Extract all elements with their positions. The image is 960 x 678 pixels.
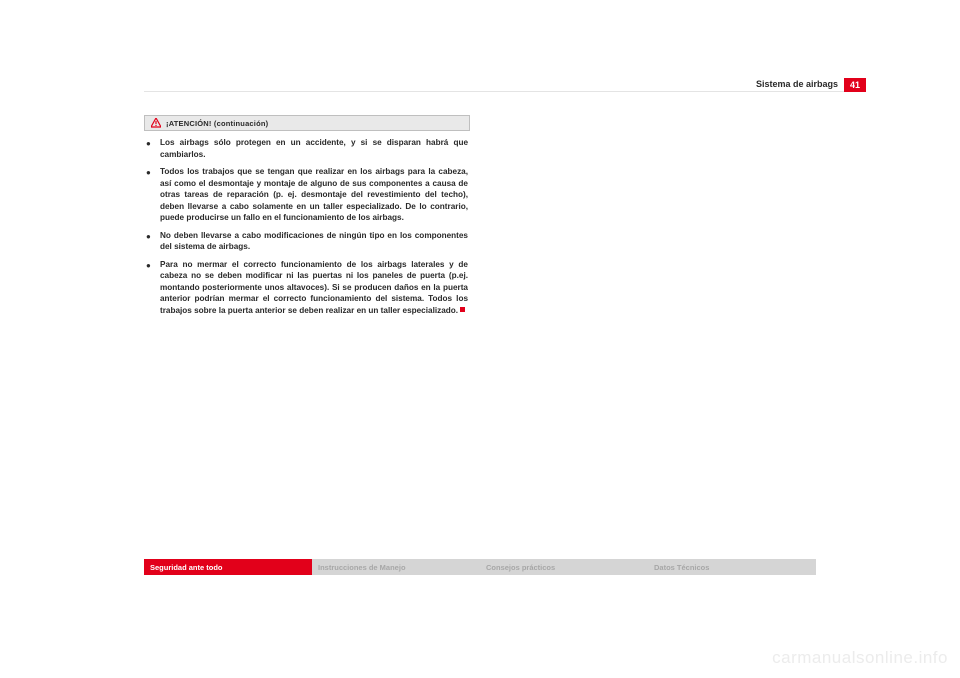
warning-header: ¡ATENCIÓN! (continuación) — [144, 115, 470, 131]
warning-body: ● Los airbags sólo protegen en un accide… — [144, 131, 470, 316]
header-row: Sistema de airbags 41 — [144, 78, 866, 92]
section-title: Sistema de airbags — [756, 79, 844, 91]
end-square-icon — [460, 307, 465, 312]
page-number-tab: 41 — [844, 78, 866, 92]
warning-bullet: ● Todos los trabajos que se tengan que r… — [146, 166, 468, 224]
warning-bullet: ● Para no mermar el correcto funcionamie… — [146, 259, 468, 317]
watermark: carmanualsonline.info — [772, 648, 948, 668]
bullet-icon: ● — [146, 230, 152, 253]
warning-bullet: ● Los airbags sólo protegen en un accide… — [146, 137, 468, 160]
page: Sistema de airbags 41 ¡ATENCIÓN! (contin… — [0, 0, 960, 678]
bullet-icon: ● — [146, 166, 152, 224]
tab-consejos[interactable]: Consejos prácticos — [480, 559, 648, 575]
warning-box: ¡ATENCIÓN! (continuación) ● Los airbags … — [144, 115, 470, 322]
warning-bullet-text: Todos los trabajos que se tengan que rea… — [160, 166, 468, 224]
bullet-icon: ● — [146, 259, 152, 317]
warning-bullet: ● No deben llevarse a cabo modificacione… — [146, 230, 468, 253]
tab-datos[interactable]: Datos Técnicos — [648, 559, 816, 575]
warning-label: ¡ATENCIÓN! (continuación) — [166, 119, 268, 128]
tab-seguridad[interactable]: Seguridad ante todo — [144, 559, 312, 575]
footer-tabbar: Seguridad ante todo Instrucciones de Man… — [144, 559, 816, 575]
bullet-icon: ● — [146, 137, 152, 160]
warning-bullet-text: Los airbags sólo protegen en un accident… — [160, 137, 468, 160]
warning-bullet-text-inner: Para no mermar el correcto funcionamient… — [160, 260, 468, 315]
warning-bullet-text: No deben llevarse a cabo modificaciones … — [160, 230, 468, 253]
tab-instrucciones[interactable]: Instrucciones de Manejo — [312, 559, 480, 575]
warning-bullet-text: Para no mermar el correcto funcionamient… — [160, 259, 468, 317]
warning-triangle-icon — [151, 118, 161, 128]
